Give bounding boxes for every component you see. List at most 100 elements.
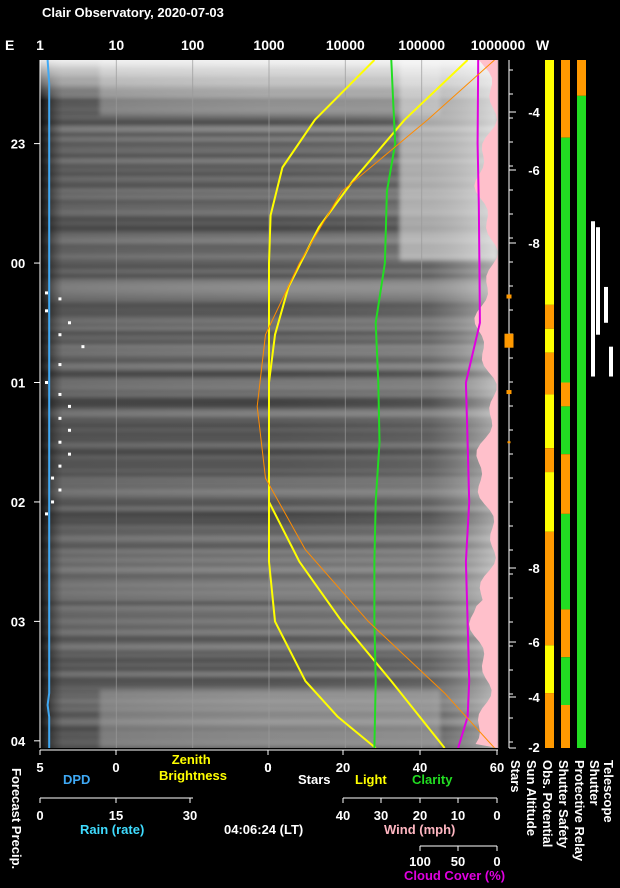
- top-axis-tick-label: 1: [36, 37, 44, 53]
- clarity-line: [373, 60, 397, 748]
- stars-point: [45, 309, 48, 313]
- shutter-safety-segment: [561, 609, 570, 658]
- bottom-tick-label: 40: [413, 760, 427, 775]
- stars-label: Stars: [298, 772, 331, 787]
- stars-point: [45, 512, 48, 516]
- bottom-tick-label: 10: [451, 808, 465, 823]
- stars-point: [67, 404, 71, 408]
- stars-v-label: Stars: [508, 760, 523, 793]
- rain-label: Rain (rate): [80, 822, 144, 837]
- shutter-safety-segment: [561, 454, 570, 514]
- shutter-safety-label: Shutter Safety: [556, 760, 571, 849]
- sun-altitude-tick-label: -6: [528, 635, 540, 650]
- shutter-safety-segment: [561, 513, 570, 610]
- stars-point: [58, 440, 62, 444]
- sun-altitude-tick-label: -4: [528, 105, 540, 120]
- time-tick-label: 00: [11, 256, 25, 271]
- series-layer: [45, 60, 495, 748]
- sun-altitude-tick-label: -8: [528, 236, 540, 251]
- stars-point: [67, 321, 71, 325]
- obs-potential-segment: [545, 394, 554, 449]
- cloud-cover-line: [457, 60, 481, 748]
- top-axis: E W 1 10 100 1000 10000 100000 1000000: [5, 37, 550, 53]
- top-axis-tick-label: 100: [181, 37, 205, 53]
- time-tick-label: 23: [11, 137, 25, 152]
- telescope-bar: [609, 346, 613, 377]
- bottom-tick-label: 5: [36, 760, 43, 775]
- top-axis-west-label: W: [536, 37, 550, 53]
- sun-altitude-axis: -4 -6 -8 -8 -6 -4 -2: [508, 60, 541, 755]
- wind-label: Wind (mph): [384, 822, 455, 837]
- shutter-safety-segment: [561, 705, 570, 748]
- protective-relay-segment: [577, 95, 586, 749]
- forecast-precip-mark: [506, 294, 512, 299]
- sun-altitude-label: Sun Altitude: [524, 760, 539, 836]
- forecast-precip-mark: [507, 441, 511, 444]
- obs-potential-segment: [545, 448, 554, 473]
- forecast-precip-label: Forecast Precip.: [9, 768, 24, 869]
- bottom-tick-label: 20: [413, 808, 427, 823]
- forecast-marks: [504, 294, 514, 444]
- light-line: [268, 60, 469, 748]
- time-tick-label: 01: [11, 376, 25, 391]
- stars-point: [51, 500, 55, 504]
- stars-point: [58, 416, 62, 420]
- vertical-labels: Forecast Precip. Stars Sun Altitude Obs. Po…: [9, 760, 616, 869]
- bottom-tick-label: 100: [409, 854, 431, 869]
- shutter-safety-segment: [561, 406, 570, 455]
- shutter-label: Shutter: [587, 760, 602, 806]
- time-tick-label: 03: [11, 614, 25, 629]
- telescope-bar: [604, 286, 608, 323]
- time-tick-label: 02: [11, 495, 25, 510]
- shutter-safety-segment: [561, 137, 570, 383]
- obs-potential-segment: [545, 645, 554, 694]
- sun-altitude-tick-label: -6: [528, 163, 540, 178]
- top-axis-tick-label: 1000000: [471, 37, 526, 53]
- stars-point: [58, 333, 62, 337]
- dpd-label: DPD: [63, 772, 90, 787]
- stars-point: [67, 452, 71, 456]
- stars-point: [58, 392, 62, 396]
- bottom-tick-label: 0: [264, 760, 271, 775]
- stars-point: [58, 464, 62, 468]
- stars-point: [67, 428, 71, 432]
- bottom-tick-label: 40: [336, 808, 350, 823]
- shutter-safety-segment: [561, 382, 570, 407]
- protective-relay-label: Protective Relay: [572, 760, 587, 862]
- obs-potential-segment: [545, 352, 554, 395]
- bottom-tick-label: 15: [109, 808, 123, 823]
- obs-potential-segment: [545, 60, 554, 305]
- telescope-bar: [591, 221, 595, 377]
- bottom-tick-label: 0: [36, 808, 43, 823]
- sun-altitude-tick-label: -8: [528, 561, 540, 576]
- stars-point: [58, 363, 62, 367]
- stars-point: [51, 476, 55, 480]
- bottom-tick-label: 20: [336, 760, 350, 775]
- obs-potential-segment: [545, 328, 554, 353]
- forecast-precip-mark: [504, 333, 514, 348]
- bottom-tick-label: 0: [493, 808, 500, 823]
- obs-potential-segment: [545, 693, 554, 748]
- time-tick-label: 04: [11, 734, 26, 749]
- bottom-tick-label: 30: [183, 808, 197, 823]
- cloud-cover-label: Cloud Cover (%): [404, 868, 505, 883]
- bottom-tick-label: 60: [490, 760, 504, 775]
- shutter-safety-segment: [561, 657, 570, 705]
- top-axis-tick-label: 1000: [253, 37, 284, 53]
- top-axis-tick-label: 10000: [326, 37, 365, 53]
- forecast-precip-mark: [506, 390, 512, 395]
- bottom-tick-label: 0: [264, 760, 271, 775]
- telescope-bar: [596, 227, 600, 335]
- top-axis-tick-label: 10: [109, 37, 125, 53]
- stars-point: [45, 291, 48, 295]
- obs-potential-segment: [545, 472, 554, 532]
- stars-point: [58, 488, 62, 492]
- status-columns: [545, 60, 586, 749]
- timestamp: 04:06:24 (LT): [224, 822, 303, 837]
- stars-point: [58, 297, 62, 301]
- obs-potential-segment: [545, 531, 554, 646]
- protective-relay-segment: [577, 60, 586, 96]
- sun-altitude-line: [256, 60, 495, 748]
